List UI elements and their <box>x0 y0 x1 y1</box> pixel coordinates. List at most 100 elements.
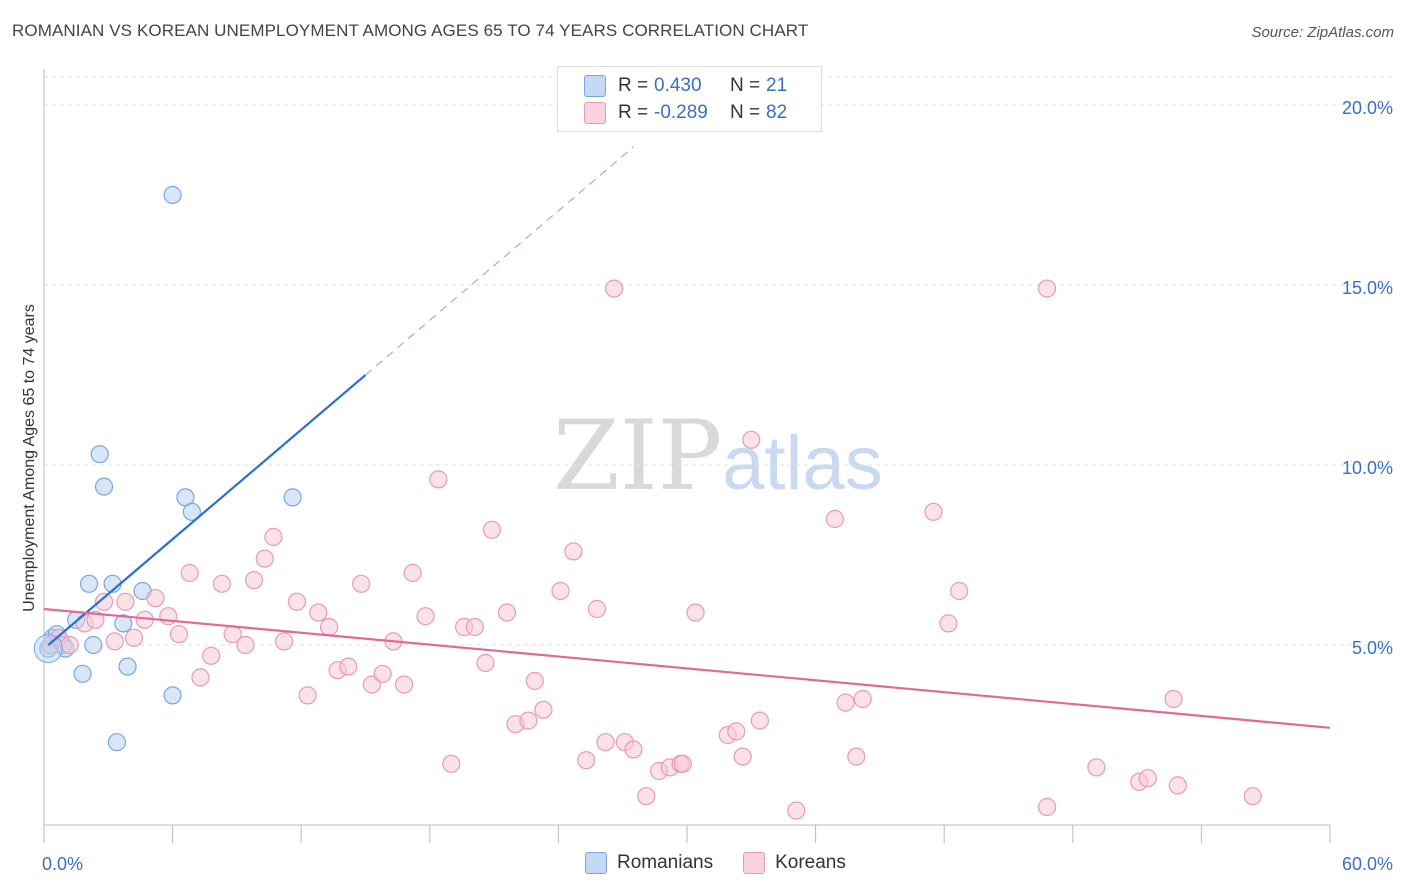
point-koreans <box>525 671 544 691</box>
point-romanians <box>118 657 137 676</box>
point-romanians <box>84 635 103 655</box>
legend-r-value: 0.430 <box>654 75 702 96</box>
point-koreans <box>116 592 135 611</box>
point-koreans <box>442 754 461 773</box>
point-romanians <box>114 614 133 633</box>
point-koreans <box>742 430 761 449</box>
point-koreans <box>124 628 144 647</box>
point-koreans <box>605 279 624 298</box>
point-koreans <box>465 617 484 637</box>
point-koreans <box>519 711 538 730</box>
series-legend: Romanians Koreans <box>585 852 876 874</box>
point-romanians <box>283 488 302 507</box>
point-koreans <box>624 740 643 759</box>
point-koreans <box>86 610 105 629</box>
point-koreans <box>1243 787 1262 806</box>
point-koreans <box>180 563 199 583</box>
watermark-zip: ZIP <box>553 400 723 512</box>
point-koreans <box>836 693 855 712</box>
point-koreans <box>939 614 958 633</box>
point-koreans <box>637 787 656 806</box>
legend-r-value: -0.289 <box>654 102 708 123</box>
point-koreans <box>1037 279 1057 298</box>
point-koreans <box>476 653 495 673</box>
y-tick-label: 10.0% <box>1342 458 1393 478</box>
point-romanians <box>182 502 201 521</box>
point-koreans <box>264 527 283 547</box>
x-tick-label: 60.0% <box>1342 854 1393 874</box>
legend-n-label: N = <box>730 102 761 123</box>
point-koreans <box>733 747 752 766</box>
point-koreans <box>950 581 969 601</box>
point-koreans <box>1037 797 1057 817</box>
point-koreans <box>309 603 328 622</box>
point-koreans <box>1087 758 1106 777</box>
legend-swatch-koreans <box>584 102 606 124</box>
series-label-romanians: Romanians <box>617 852 714 873</box>
trendline-koreans <box>43 607 1331 729</box>
y-tick-label: 5.0% <box>1352 638 1393 658</box>
point-koreans <box>146 589 165 608</box>
series-label-koreans: Koreans <box>775 852 846 873</box>
point-romanians <box>163 185 182 205</box>
point-koreans <box>847 747 866 766</box>
series-swatch-koreans <box>743 852 766 874</box>
legend-r-label: R = <box>618 75 649 96</box>
point-koreans <box>497 603 517 622</box>
point-koreans <box>577 751 596 770</box>
point-koreans <box>416 607 435 626</box>
point-koreans <box>750 711 769 730</box>
point-romanians <box>73 664 92 683</box>
point-romanians <box>79 574 99 593</box>
point-koreans <box>94 592 114 611</box>
chart-title: ROMANIAN VS KOREAN UNEMPLOYMENT AMONG AG… <box>12 21 809 40</box>
point-koreans <box>673 754 692 773</box>
point-koreans <box>853 689 872 709</box>
point-koreans <box>298 686 317 705</box>
point-koreans <box>924 502 943 521</box>
point-koreans <box>564 542 583 561</box>
trendline-romanians-extension <box>365 146 634 376</box>
point-romanians <box>94 477 114 496</box>
point-koreans <box>534 700 553 719</box>
point-romanians <box>107 733 126 752</box>
point-romanians <box>90 445 109 464</box>
point-koreans <box>352 574 371 593</box>
point-koreans <box>482 520 502 539</box>
point-romanians <box>163 686 182 705</box>
point-koreans <box>825 509 844 529</box>
series-legend-romanians: Romanians <box>585 852 713 874</box>
source-label: Source: ZipAtlas.com <box>1251 24 1394 41</box>
trendline-romanians <box>47 374 367 646</box>
y-tick-label: 15.0% <box>1342 278 1393 298</box>
point-koreans <box>274 632 294 651</box>
point-koreans <box>1168 776 1187 795</box>
point-koreans <box>1138 769 1157 788</box>
point-koreans <box>787 801 806 820</box>
point-koreans <box>255 549 274 568</box>
correlation-legend: R = 0.430 N = 21 R = -0.289 N = 82 <box>557 66 822 132</box>
point-koreans <box>191 668 210 687</box>
point-koreans <box>319 617 339 637</box>
point-koreans <box>287 592 307 611</box>
legend-n-value: 82 <box>766 102 788 123</box>
x-tick-label: 0.0% <box>42 854 83 874</box>
point-koreans <box>429 470 448 489</box>
point-koreans <box>339 657 358 676</box>
legend-swatch-romanians <box>584 75 606 97</box>
point-romanians-large <box>33 634 63 664</box>
point-koreans <box>403 563 422 583</box>
point-koreans <box>244 571 264 590</box>
point-koreans <box>587 599 607 619</box>
point-koreans <box>236 635 255 655</box>
point-koreans <box>394 675 414 694</box>
legend-row-koreans: R = -0.289 N = 82 <box>584 102 787 124</box>
point-koreans <box>212 574 231 593</box>
point-koreans <box>551 581 570 601</box>
point-koreans <box>362 675 382 694</box>
point-koreans <box>1164 689 1183 709</box>
point-koreans <box>596 733 615 752</box>
legend-n-value: 21 <box>766 75 788 96</box>
point-koreans <box>686 603 705 622</box>
